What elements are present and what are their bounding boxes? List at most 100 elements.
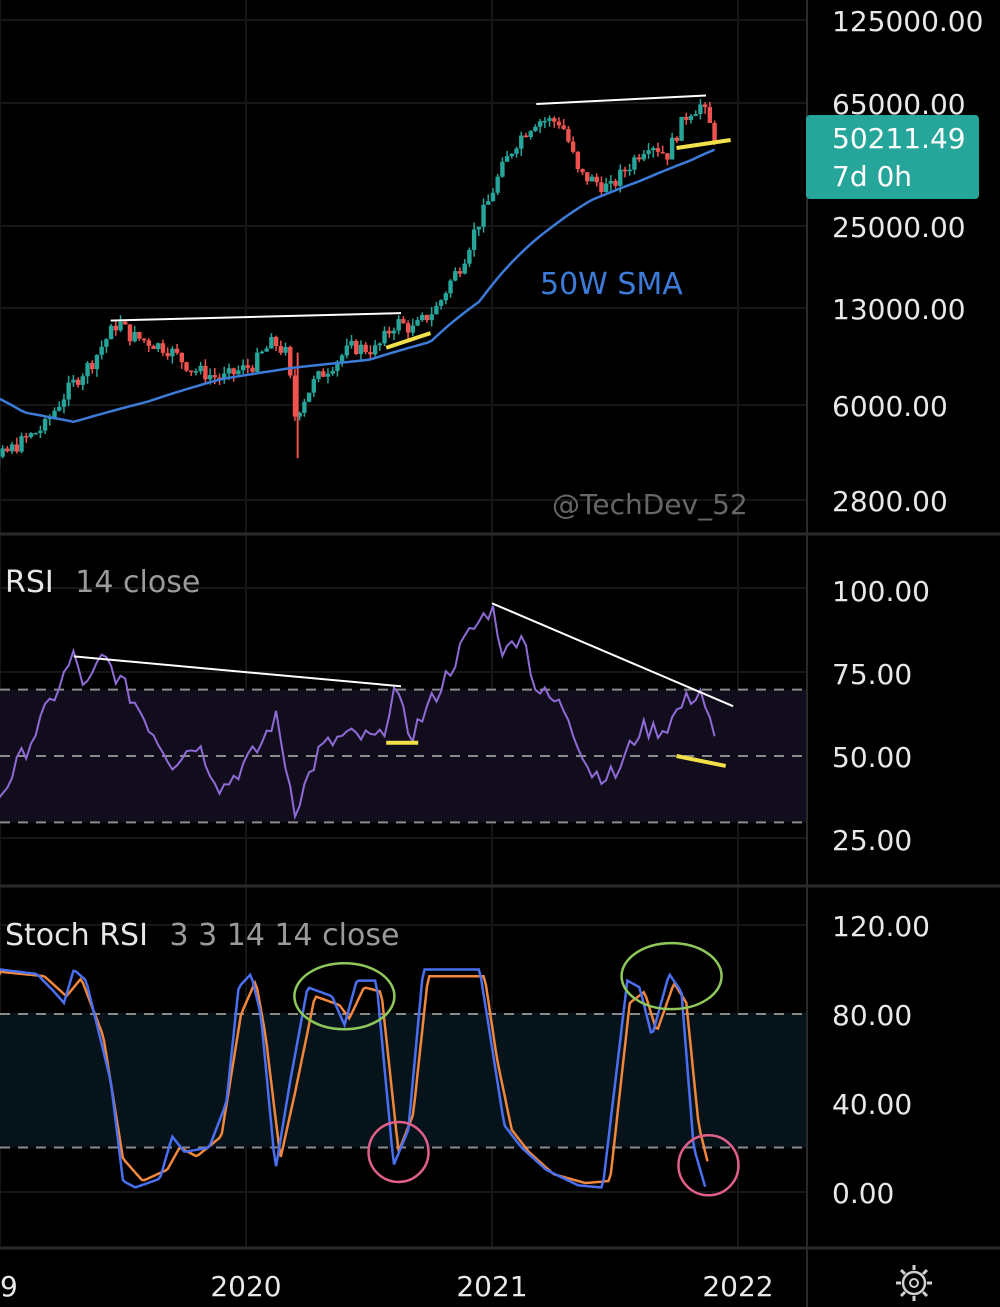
green-circle-annotation bbox=[293, 961, 396, 1031]
candle-body bbox=[665, 153, 670, 160]
candle-body bbox=[387, 330, 392, 334]
candlestick-series bbox=[0, 99, 717, 467]
candle-body bbox=[14, 444, 20, 452]
stoch-k-line bbox=[0, 968, 707, 1189]
candle-body bbox=[547, 118, 552, 121]
candle-body bbox=[222, 373, 227, 380]
candle-body bbox=[33, 433, 38, 435]
price-tick-label: 13000.00 bbox=[832, 293, 966, 326]
candle-body bbox=[523, 135, 529, 138]
stoch-title: Stoch RSI bbox=[5, 918, 148, 953]
candle-body bbox=[424, 314, 430, 321]
candle-body bbox=[264, 348, 269, 352]
candle-body bbox=[457, 271, 463, 274]
time-tick-label: 19 bbox=[0, 1270, 18, 1303]
candle-body bbox=[660, 151, 665, 154]
last-price-tag: 50211.49 7d 0h bbox=[806, 115, 979, 199]
candle-body bbox=[434, 305, 439, 315]
rsi-params: 14 close bbox=[75, 565, 200, 600]
candle-body bbox=[321, 371, 326, 377]
candle-body bbox=[655, 147, 661, 152]
candle-body bbox=[358, 344, 364, 355]
candle-body bbox=[679, 116, 684, 141]
candle-body bbox=[632, 157, 637, 170]
rsi-tick-label: 25.00 bbox=[832, 824, 912, 857]
time-axis: 19 2020 2021 2022 bbox=[0, 1270, 774, 1303]
sma-50w-line bbox=[0, 148, 716, 424]
candle-body bbox=[627, 169, 632, 172]
candle-body bbox=[226, 368, 232, 374]
candle-body bbox=[335, 361, 340, 371]
candle-body bbox=[189, 370, 194, 373]
candle-body bbox=[698, 104, 703, 115]
candle-body bbox=[712, 122, 717, 142]
rsi-axis: 100.00 75.00 50.00 25.00 bbox=[832, 575, 930, 857]
candle-body bbox=[113, 325, 119, 331]
candle-body bbox=[311, 379, 317, 393]
support-trendline bbox=[385, 331, 432, 350]
candle-body bbox=[500, 161, 505, 177]
candle-body bbox=[118, 321, 123, 331]
support-trendline bbox=[676, 754, 727, 768]
candle-body bbox=[429, 314, 434, 321]
candle-body bbox=[438, 300, 444, 306]
candle-body bbox=[250, 367, 255, 372]
candle-body bbox=[566, 129, 571, 142]
resistance-trendline bbox=[536, 94, 707, 105]
candle-body bbox=[42, 419, 48, 431]
candle-body bbox=[533, 126, 538, 132]
rsi-panel[interactable]: 100.00 75.00 50.00 25.00 RSI 14 close bbox=[0, 565, 930, 857]
candle-body bbox=[580, 168, 585, 173]
stoch-rsi-panel[interactable]: 120.00 80.00 40.00 0.00 Stoch RSI 3 3 14 14… bbox=[0, 910, 930, 1210]
candle-body bbox=[207, 375, 213, 380]
candle-body bbox=[245, 365, 251, 368]
candle-body bbox=[420, 314, 425, 321]
candle-body bbox=[509, 153, 515, 157]
candle-body bbox=[415, 320, 420, 326]
candle-body bbox=[481, 204, 486, 227]
candle-body bbox=[90, 362, 95, 370]
rsi-tick-label: 75.00 bbox=[832, 658, 912, 691]
svg-text:RSI 14 close: RSI 14 close bbox=[5, 565, 200, 600]
candle-body bbox=[141, 338, 147, 341]
candle-body bbox=[528, 131, 533, 138]
candle-body bbox=[85, 362, 90, 377]
resistance-trendline bbox=[491, 602, 734, 708]
price-panel[interactable]: 50W SMA @TechDev_52 125000.0065000.00250… bbox=[0, 5, 983, 521]
candle-body bbox=[108, 325, 114, 340]
stoch-tick-label: 80.00 bbox=[832, 999, 912, 1032]
candle-body bbox=[0, 448, 5, 457]
candle-body bbox=[599, 182, 604, 192]
candle-body bbox=[212, 375, 218, 378]
candle-body bbox=[552, 118, 557, 122]
candle-body bbox=[19, 436, 24, 452]
candle-body bbox=[24, 436, 29, 438]
candle-body bbox=[537, 121, 543, 127]
candle-body bbox=[693, 114, 698, 116]
candle-body bbox=[622, 169, 628, 172]
candle-body bbox=[156, 343, 161, 350]
candle-body bbox=[519, 135, 524, 149]
candle-body bbox=[636, 157, 642, 160]
watermark: @TechDev_52 bbox=[552, 488, 748, 521]
candle-body bbox=[28, 433, 34, 438]
candle-body bbox=[132, 332, 137, 342]
candle-body bbox=[542, 120, 548, 123]
candle-body bbox=[608, 180, 614, 184]
time-tick-label: 2022 bbox=[702, 1270, 773, 1303]
candle-body bbox=[255, 352, 260, 372]
rsi-tick-label: 100.00 bbox=[832, 575, 930, 608]
indicator-bands bbox=[0, 688, 806, 1149]
candle-body bbox=[9, 444, 15, 452]
candle-body bbox=[641, 153, 647, 160]
candle-body bbox=[184, 362, 189, 371]
candle-body bbox=[203, 365, 208, 380]
candle-body bbox=[363, 344, 368, 353]
gear-icon[interactable] bbox=[896, 1265, 932, 1301]
candle-body bbox=[651, 147, 656, 151]
candle-body bbox=[174, 348, 180, 353]
stoch-tick-label: 0.00 bbox=[832, 1177, 894, 1210]
candle-body bbox=[75, 379, 81, 385]
candle-body bbox=[325, 373, 331, 377]
